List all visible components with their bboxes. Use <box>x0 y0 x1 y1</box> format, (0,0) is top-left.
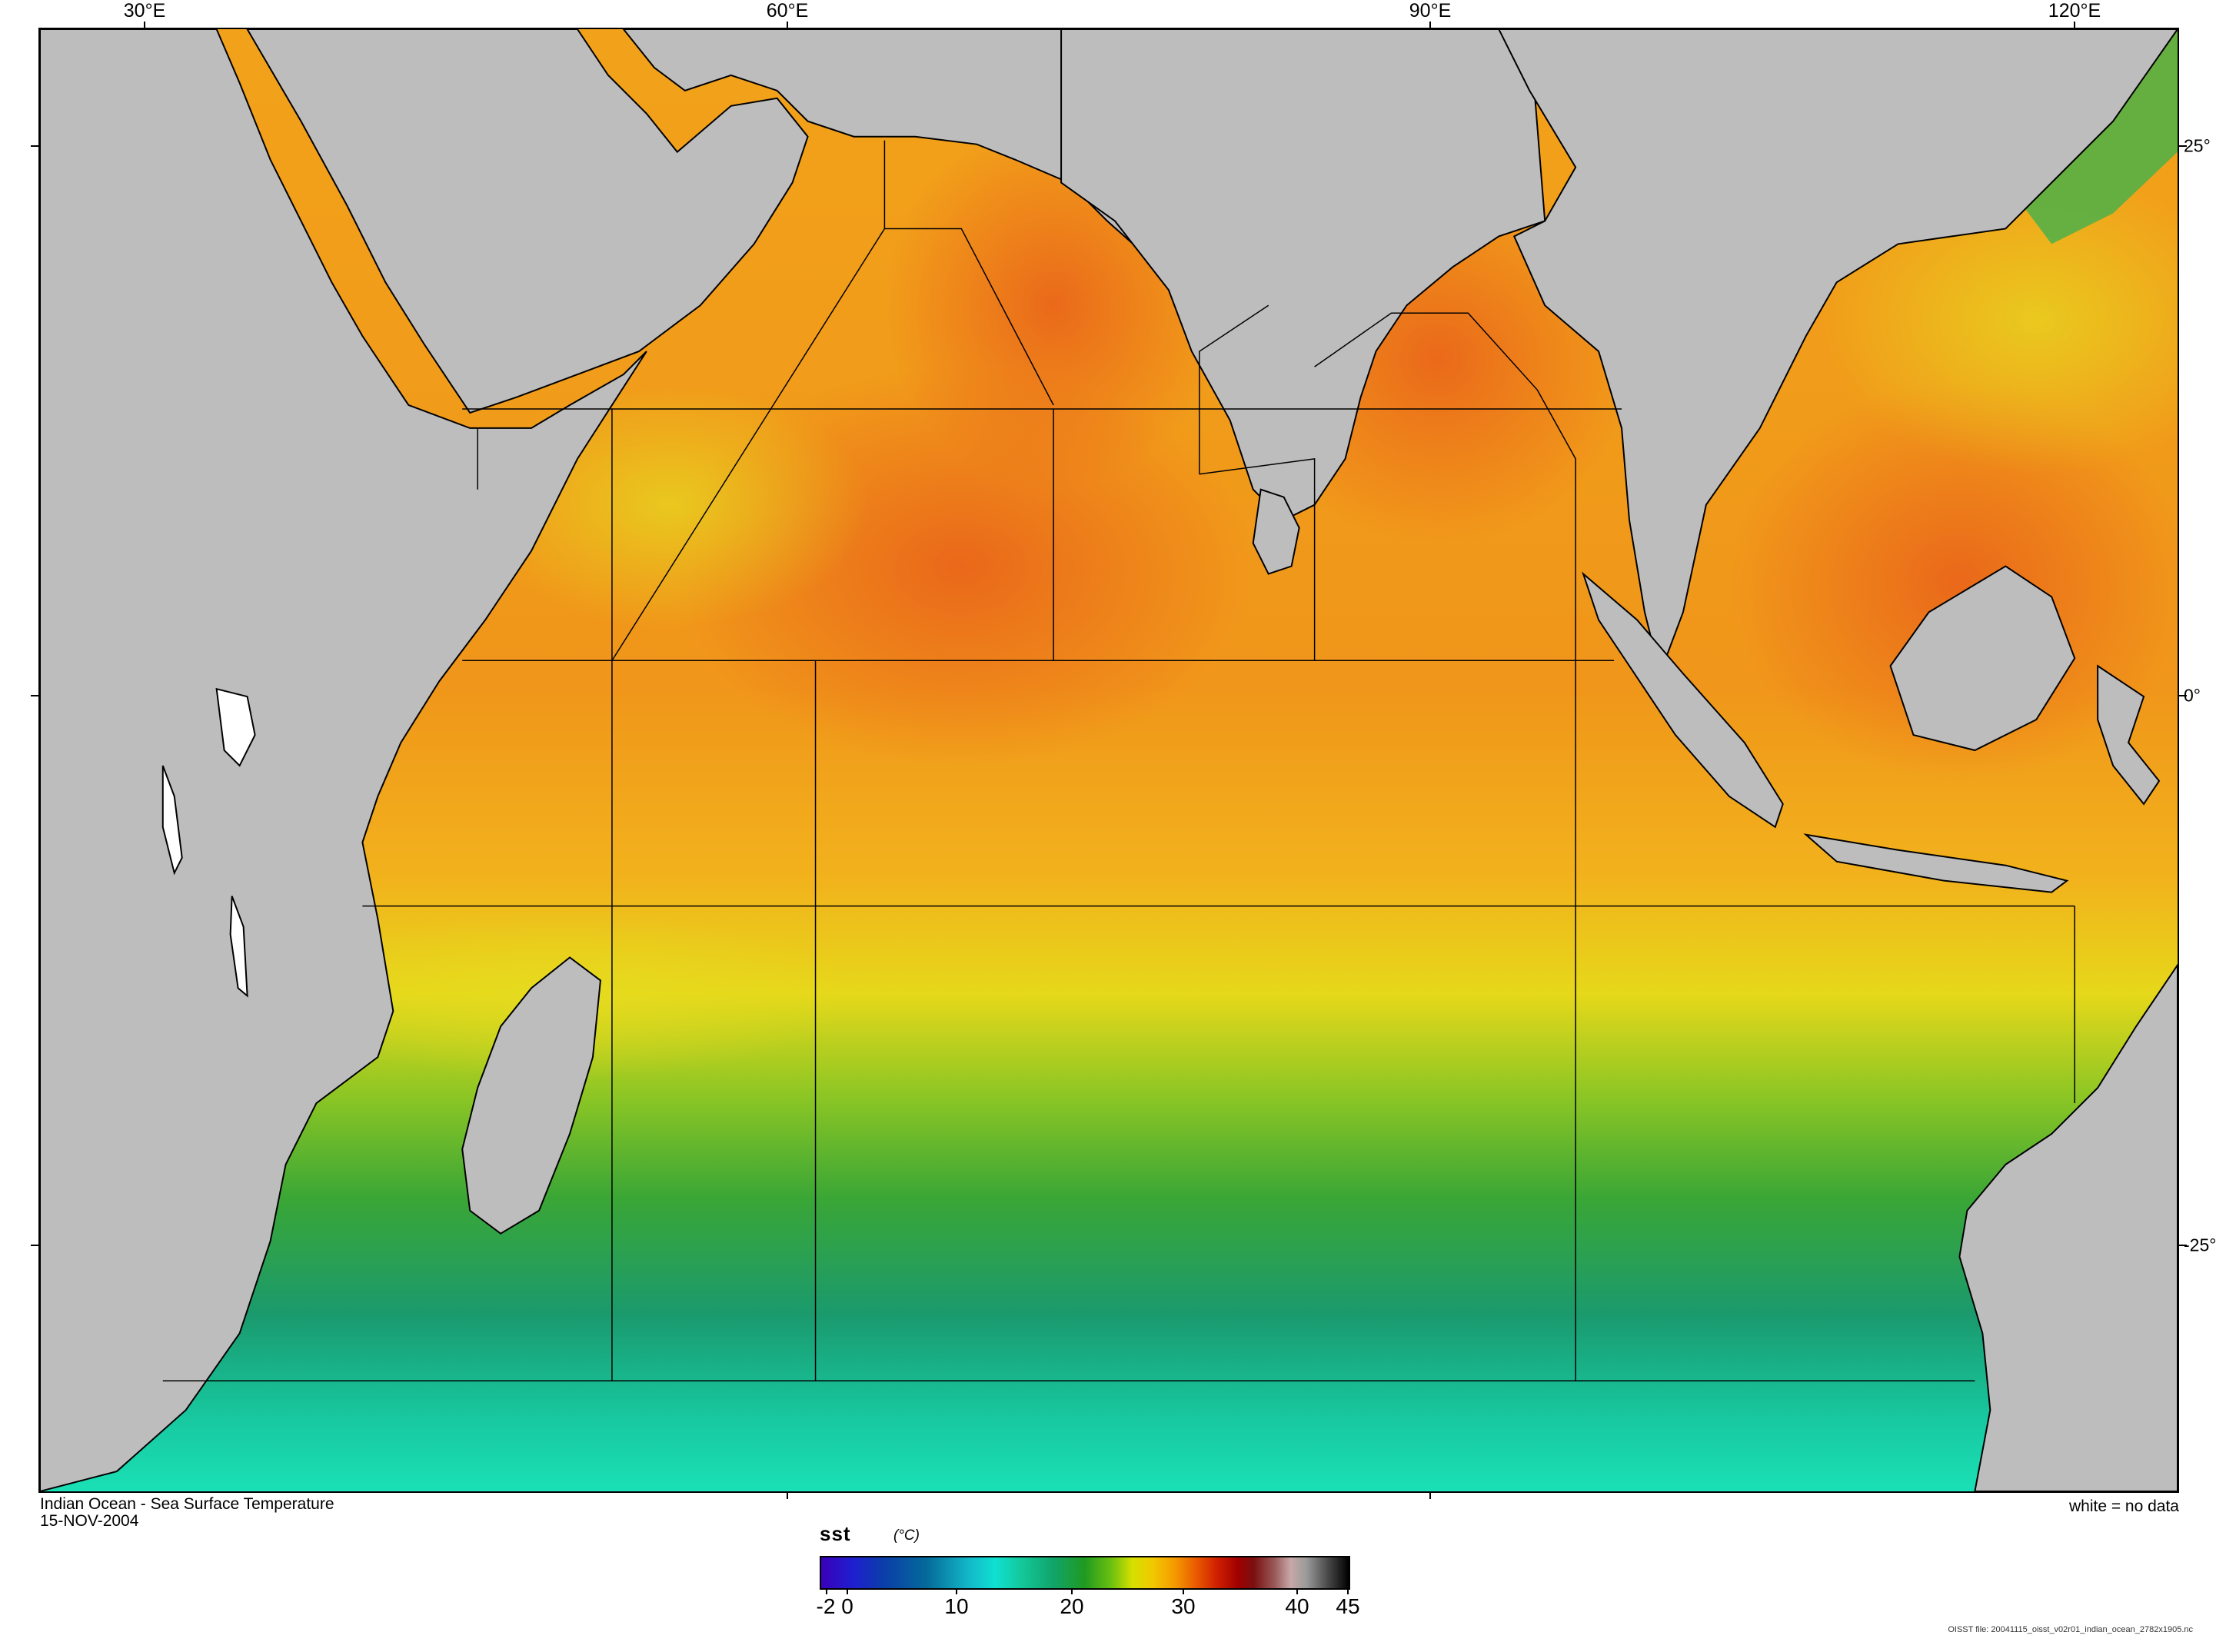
map-panel <box>38 28 2179 1493</box>
colorbar-units: (°C) <box>893 1527 920 1544</box>
lon-label-60e: 60°E <box>766 0 809 22</box>
land-sulawesi <box>2097 664 2161 806</box>
land-africa <box>40 29 647 1491</box>
land-australia <box>1958 963 2178 1491</box>
map-date: 15-NOV-2004 <box>40 1512 139 1530</box>
lon-label-30e: 30°E <box>123 0 166 22</box>
lat-tick <box>2179 1245 2187 1246</box>
land-borneo <box>1889 565 2076 752</box>
colorbar-tick <box>826 1588 827 1594</box>
colorbar-tick <box>1183 1588 1184 1594</box>
cooler-region <box>1821 167 2178 474</box>
colorbar-tick <box>1071 1588 1073 1594</box>
warm-region <box>1729 382 2178 781</box>
source-file-note: OISST file: 20041115_oisst_v02r01_indian… <box>1948 1625 2193 1634</box>
colorbar-tick <box>1296 1588 1298 1594</box>
lat-tick <box>2179 695 2187 696</box>
region-boundaries <box>162 140 2075 1382</box>
land-arabia <box>246 29 809 414</box>
no-data-lake <box>215 687 256 767</box>
colorbar-tick <box>1347 1588 1349 1594</box>
colorbar-variable: sst <box>820 1522 851 1545</box>
lat-tick <box>31 145 38 147</box>
no-data-lake <box>161 765 183 876</box>
colorbar-tick <box>956 1588 957 1594</box>
lat-label-25n: 25° <box>2184 135 2211 156</box>
colorbar-label: 10 <box>944 1594 969 1618</box>
colorbar <box>820 1556 1350 1590</box>
colorbar-label: 30 <box>1171 1594 1196 1618</box>
colorbar-label: -2 <box>816 1594 836 1618</box>
lon-tick <box>144 22 145 29</box>
lon-tick <box>787 22 788 29</box>
lat-label-0: 0° <box>2184 685 2201 706</box>
lat-tick <box>31 695 38 696</box>
lon-label-120e: 120°E <box>2048 0 2101 22</box>
lat-tick <box>2179 145 2187 147</box>
colorbar-label: 40 <box>1285 1594 1309 1618</box>
land-sri-lanka <box>1252 488 1300 575</box>
land-java <box>1803 833 2069 893</box>
lat-label-25s: -25° <box>2184 1235 2216 1255</box>
no-data-lake <box>229 896 248 998</box>
colorbar-tick <box>847 1588 848 1594</box>
colorbar-label: 45 <box>1336 1594 1360 1618</box>
colorbar-label: 20 <box>1060 1594 1084 1618</box>
lon-tick <box>787 1491 788 1499</box>
lon-tick <box>2074 22 2075 29</box>
lon-label-90e: 90°E <box>1409 0 1452 22</box>
lat-tick <box>31 1245 38 1246</box>
sst-map <box>40 29 2178 1491</box>
lon-tick <box>1429 1491 1431 1499</box>
colorbar-label: 0 <box>841 1594 853 1618</box>
land-madagascar <box>461 956 602 1235</box>
map-title: Indian Ocean - Sea Surface Temperature <box>40 1495 334 1513</box>
no-data-legend: white = no data <box>2068 1497 2179 1515</box>
lon-tick <box>1429 22 1431 29</box>
land-sumatra <box>1582 571 1784 829</box>
land-india <box>1060 29 1546 521</box>
